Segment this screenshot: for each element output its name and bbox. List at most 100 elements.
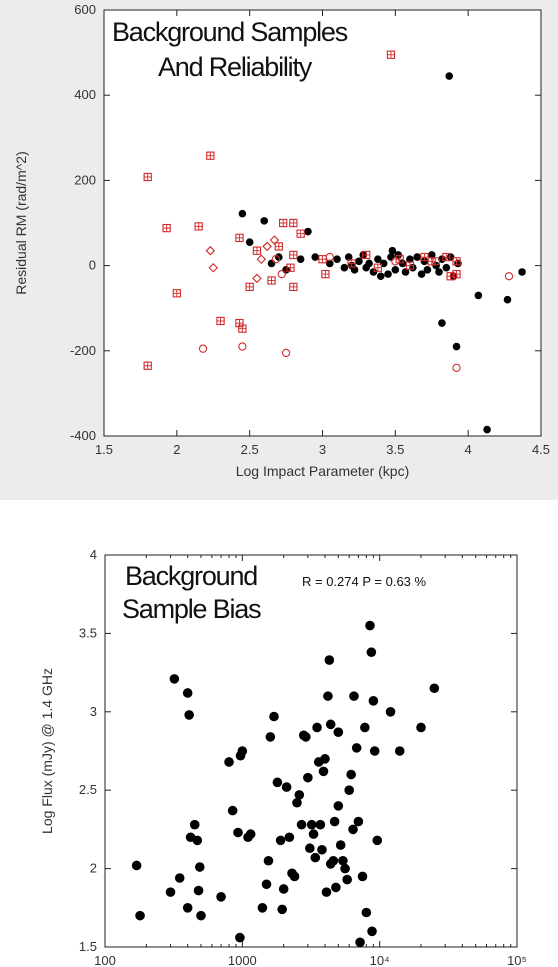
data-point (192, 835, 203, 846)
chart-title-line: Background Samples (112, 17, 348, 47)
data-point (310, 852, 321, 863)
data-point (333, 255, 341, 264)
x-tick-label: 10⁵ (507, 953, 527, 967)
data-point (355, 257, 363, 266)
data-point (216, 892, 226, 902)
data-point (442, 263, 451, 272)
data-point (313, 757, 324, 767)
x-tick-label: 100 (94, 953, 116, 967)
data-point (357, 871, 368, 882)
data-point (237, 746, 248, 756)
data-point (208, 262, 219, 273)
data-point (135, 910, 145, 921)
data-point (267, 259, 276, 268)
data-point (355, 937, 365, 948)
data-point (317, 844, 327, 855)
x-tick-label: 1.5 (95, 442, 113, 457)
data-point (301, 732, 311, 742)
data-point (260, 217, 269, 225)
data-point (373, 263, 383, 272)
data-point (182, 903, 193, 913)
data-point (252, 246, 262, 255)
data-point (243, 832, 253, 843)
data-point (452, 269, 461, 279)
data-point (233, 827, 243, 838)
y-axis-label: Log Flux (mJy) @ 1.4 GHz (39, 668, 55, 834)
data-point (483, 425, 491, 434)
plot-frame (104, 554, 518, 948)
data-point (420, 257, 429, 266)
data-point (384, 270, 392, 278)
data-point (474, 291, 483, 300)
data-point (329, 816, 340, 827)
data-point (335, 840, 346, 850)
data-point (427, 257, 436, 266)
data-point (286, 263, 295, 272)
data-point (360, 722, 370, 733)
data-point (143, 361, 152, 370)
data-point (429, 683, 440, 694)
data-point (269, 235, 280, 245)
data-point (279, 218, 288, 228)
data-point (198, 344, 208, 353)
data-point (338, 855, 348, 866)
data-point (391, 257, 400, 266)
y-tick-label: -400 (70, 428, 96, 443)
data-point (303, 772, 313, 783)
data-point (262, 241, 272, 252)
y-tick-label: 4 (90, 547, 97, 562)
data-point (340, 863, 350, 874)
data-point (238, 324, 247, 333)
data-point (169, 674, 180, 684)
x-tick-label: 1000 (228, 953, 257, 967)
data-point (271, 255, 281, 264)
data-point (318, 766, 329, 777)
data-point (362, 250, 371, 260)
data-point (165, 887, 176, 897)
data-point (304, 227, 312, 236)
x-tick-label: 3.5 (386, 442, 404, 457)
y-tick-label: 3.5 (79, 625, 97, 640)
data-point (172, 289, 181, 298)
residual-rm-scatter-chart: 1.5 2 2.5 3 3.5 4 4.5 -400 -200 0 200 400 600 Log Imp… (13, 2, 550, 479)
data-point (331, 882, 341, 893)
data-point (427, 251, 436, 259)
data-point (347, 259, 356, 268)
data-point (308, 829, 319, 839)
data-point (312, 722, 322, 733)
data-point (387, 253, 395, 261)
data-point (395, 255, 404, 264)
data-point (361, 907, 372, 918)
data-point (257, 903, 268, 913)
chart-title-line: Sample Bias (122, 594, 261, 624)
data-point (245, 282, 254, 292)
plot-frame (103, 9, 542, 437)
data-point (277, 904, 287, 915)
data-point (269, 711, 279, 722)
data-point (385, 707, 396, 717)
data-point (413, 253, 421, 261)
data-point (263, 855, 274, 866)
y-tick-label: 2.5 (79, 782, 97, 797)
chart-title-line: Background (125, 561, 257, 591)
data-point (349, 691, 359, 701)
data-point (281, 348, 291, 358)
data-point (277, 269, 286, 279)
data-point (265, 732, 276, 742)
data-point (274, 242, 283, 251)
data-point (376, 272, 385, 281)
x-tick-label: 10⁴ (370, 953, 390, 967)
data-point (398, 259, 407, 268)
data-point (442, 252, 451, 262)
data-point (194, 222, 203, 231)
data-point (452, 342, 461, 351)
data-point (189, 819, 200, 830)
data-point (388, 246, 397, 255)
data-point (289, 250, 298, 260)
data-point (267, 276, 276, 285)
data-point (452, 257, 461, 266)
x-tick-label: 4 (465, 442, 472, 457)
data-point (420, 252, 429, 262)
data-point (367, 926, 377, 937)
